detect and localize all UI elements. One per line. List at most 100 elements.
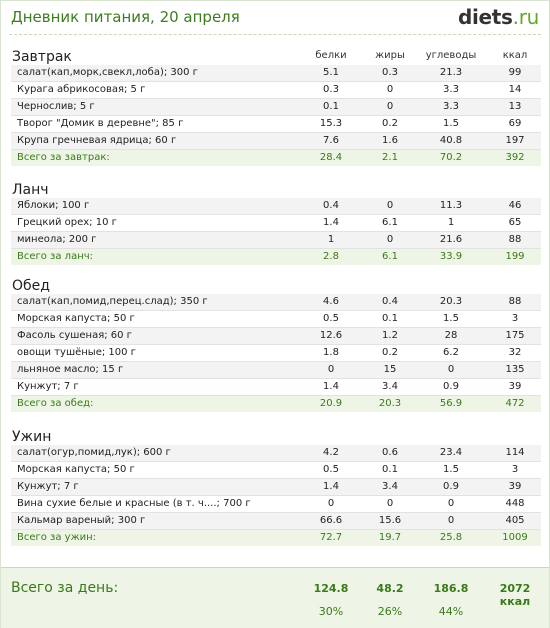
food-kcal: 197 bbox=[505, 135, 525, 146]
food-carbs: 0 bbox=[447, 364, 455, 375]
meal-section-header: Завтрак белки жиры углеводы ккал bbox=[11, 45, 541, 67]
day-protein-percent: 30% bbox=[318, 605, 344, 618]
meal-total-protein: 72.7 bbox=[319, 532, 343, 543]
food-kcal: 69 bbox=[508, 118, 522, 129]
meal-total-label: Всего за обед: bbox=[17, 398, 94, 409]
food-protein: 0.1 bbox=[323, 101, 339, 112]
food-kcal: 39 bbox=[508, 381, 522, 392]
meal-total-protein: 28.4 bbox=[319, 152, 343, 163]
site-logo[interactable]: diets.ru bbox=[458, 5, 539, 29]
food-kcal: 114 bbox=[505, 447, 525, 458]
food-name[interactable]: Кунжут; 7 г bbox=[17, 381, 79, 392]
column-header-kcal: ккал bbox=[502, 50, 528, 61]
food-name[interactable]: Морская капуста; 50 г bbox=[17, 464, 135, 475]
food-protein: 5.1 bbox=[323, 67, 339, 78]
food-name[interactable]: Грецкий орех; 10 г bbox=[17, 217, 117, 228]
food-row[interactable]: Курага абрикосовая; 5 г 0.3 0 3.3 14 bbox=[11, 82, 541, 99]
food-name[interactable]: салат(кап,помид,перец.слад); 350 г bbox=[17, 296, 208, 307]
day-total-fat: 48.2 bbox=[376, 582, 404, 595]
food-fat: 0 bbox=[386, 498, 394, 509]
food-row[interactable]: овощи тушёные; 100 г 1.8 0.2 6.2 32 bbox=[11, 345, 541, 362]
food-carbs: 6.2 bbox=[443, 347, 459, 358]
food-name[interactable]: Кунжут; 7 г bbox=[17, 481, 79, 492]
food-row[interactable]: Морская капуста; 50 г 0.5 0.1 1.5 3 bbox=[11, 311, 541, 328]
food-protein: 4.6 bbox=[323, 296, 339, 307]
food-name[interactable]: льняное масло; 15 г bbox=[17, 364, 124, 375]
food-row[interactable]: Чернослив; 5 г 0.1 0 3.3 13 bbox=[11, 99, 541, 116]
meal-section-header: Ланч bbox=[11, 178, 541, 200]
food-row[interactable]: салат(огур,помид,лук); 600 г 4.2 0.6 23.4 11… bbox=[11, 445, 541, 462]
food-carbs: 28 bbox=[444, 330, 458, 341]
food-carbs: 3.3 bbox=[443, 101, 459, 112]
food-row[interactable]: Кунжут; 7 г 1.4 3.4 0.9 39 bbox=[11, 379, 541, 396]
food-name[interactable]: Курага абрикосовая; 5 г bbox=[17, 84, 146, 95]
food-protein: 1.8 bbox=[323, 347, 339, 358]
day-total-carbs: 186.8 bbox=[433, 582, 469, 595]
food-row[interactable]: Вина сухие белые и красные (в т. ч....; … bbox=[11, 496, 541, 513]
food-protein: 66.6 bbox=[319, 515, 343, 526]
meal-total-kcal: 199 bbox=[505, 251, 525, 262]
meal-title: Завтрак bbox=[12, 49, 72, 65]
meal-food-list: салат(кап,помид,перец.слад); 350 г 4.6 0.4… bbox=[11, 294, 541, 412]
food-fat: 3.4 bbox=[382, 381, 398, 392]
food-row[interactable]: Кальмар вареный; 300 г 66.6 15.6 0 405 bbox=[11, 513, 541, 530]
food-kcal: 13 bbox=[508, 101, 522, 112]
food-name[interactable]: минеола; 200 г bbox=[17, 234, 97, 245]
food-protein: 4.2 bbox=[323, 447, 339, 458]
food-carbs: 11.3 bbox=[439, 200, 463, 211]
logo-tld: .ru bbox=[512, 5, 540, 29]
day-total-label: Всего за день: bbox=[11, 580, 119, 596]
food-fat: 0.1 bbox=[382, 464, 398, 475]
food-row[interactable]: Морская капуста; 50 г 0.5 0.1 1.5 3 bbox=[11, 462, 541, 479]
food-name[interactable]: Морская капуста; 50 г bbox=[17, 313, 135, 324]
food-carbs: 1.5 bbox=[443, 313, 459, 324]
food-name[interactable]: Крупа гречневая ядрица; 60 г bbox=[17, 135, 177, 146]
meal-food-list: Яблоки; 100 г 0.4 0 11.3 46 Грецкий орех; 10 … bbox=[11, 198, 541, 265]
food-name[interactable]: Творог "Домик в деревне"; 85 г bbox=[17, 118, 184, 129]
food-carbs: 3.3 bbox=[443, 84, 459, 95]
food-row[interactable]: льняное масло; 15 г 0 15 0 135 bbox=[11, 362, 541, 379]
food-carbs: 1.5 bbox=[443, 118, 459, 129]
food-protein: 1.4 bbox=[323, 481, 339, 492]
meal-total-kcal: 1009 bbox=[502, 532, 528, 543]
meal-total-fat: 20.3 bbox=[378, 398, 402, 409]
food-kcal: 3 bbox=[511, 313, 519, 324]
food-fat: 0 bbox=[386, 200, 394, 211]
food-carbs: 0 bbox=[447, 515, 455, 526]
food-fat: 0 bbox=[386, 234, 394, 245]
food-row[interactable]: салат(кап,помид,перец.слад); 350 г 4.6 0.4… bbox=[11, 294, 541, 311]
food-name[interactable]: овощи тушёные; 100 г bbox=[17, 347, 136, 358]
food-name[interactable]: Чернослив; 5 г bbox=[17, 101, 95, 112]
food-name[interactable]: салат(кап,морк,свекл,лоба); 300 г bbox=[17, 67, 198, 78]
food-name[interactable]: салат(огур,помид,лук); 600 г bbox=[17, 447, 171, 458]
day-fat-percent: 26% bbox=[377, 605, 403, 618]
food-protein: 0 bbox=[327, 498, 335, 509]
food-carbs: 21.6 bbox=[439, 234, 463, 245]
column-header-protein: белки bbox=[315, 50, 347, 61]
food-name[interactable]: Фасоль сушеная; 60 г bbox=[17, 330, 132, 341]
food-row[interactable]: Грецкий орех; 10 г 1.4 6.1 1 65 bbox=[11, 215, 541, 232]
food-fat: 3.4 bbox=[382, 481, 398, 492]
food-name[interactable]: Яблоки; 100 г bbox=[17, 200, 90, 211]
food-name[interactable]: Кальмар вареный; 300 г bbox=[17, 515, 146, 526]
food-row[interactable]: Творог "Домик в деревне"; 85 г 15.3 0.2 1.5… bbox=[11, 116, 541, 133]
food-name[interactable]: Вина сухие белые и красные (в т. ч....; … bbox=[17, 498, 251, 509]
food-row[interactable]: Крупа гречневая ядрица; 60 г 7.6 1.6 40.8 19… bbox=[11, 133, 541, 150]
page-header: Дневник питания, 20 апреля diets.ru bbox=[1, 1, 549, 35]
food-kcal: 99 bbox=[508, 67, 522, 78]
food-carbs: 21.3 bbox=[439, 67, 463, 78]
food-protein: 0 bbox=[327, 364, 335, 375]
food-row[interactable]: Фасоль сушеная; 60 г 12.6 1.2 28 175 bbox=[11, 328, 541, 345]
logo-main: diets bbox=[457, 5, 513, 29]
food-protein: 0.4 bbox=[323, 200, 339, 211]
food-row[interactable]: минеола; 200 г 1 0 21.6 88 bbox=[11, 232, 541, 249]
food-row[interactable]: Кунжут; 7 г 1.4 3.4 0.9 39 bbox=[11, 479, 541, 496]
food-kcal: 88 bbox=[508, 234, 522, 245]
food-protein: 0.5 bbox=[323, 464, 339, 475]
food-row[interactable]: салат(кап,морк,свекл,лоба); 300 г 5.1 0.3 2… bbox=[11, 65, 541, 82]
food-row[interactable]: Яблоки; 100 г 0.4 0 11.3 46 bbox=[11, 198, 541, 215]
column-header-carbs: углеводы bbox=[425, 50, 477, 61]
meal-title: Обед bbox=[12, 278, 50, 294]
food-kcal: 88 bbox=[508, 296, 522, 307]
food-protein: 0.5 bbox=[323, 313, 339, 324]
